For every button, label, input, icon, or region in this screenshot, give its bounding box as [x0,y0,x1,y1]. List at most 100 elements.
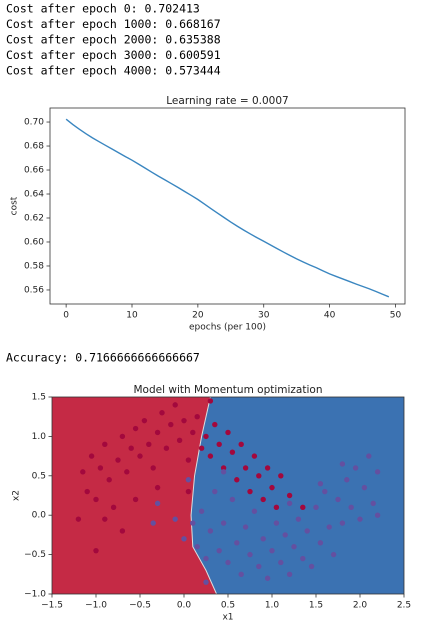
point [260,536,266,542]
point [154,500,161,507]
point [115,457,121,463]
point [185,457,192,463]
y-axis-label: x2 [12,490,22,501]
x-tick-label: 0.0 [177,601,192,611]
point [128,445,134,451]
point [181,536,187,542]
point [102,441,108,447]
point [238,441,244,447]
point [286,500,293,507]
x-tick-label: 10 [126,311,138,321]
point [317,480,324,487]
point [247,551,253,558]
axes-frame [49,107,406,305]
point [339,520,346,526]
x-tick-label: 0.5 [221,601,235,611]
point [172,402,178,408]
point [207,528,214,534]
point [198,445,205,451]
point [207,453,214,459]
point [238,571,244,577]
point [286,492,293,499]
point [273,504,280,511]
x-tick-label: −0.5 [129,601,151,611]
y-tick-label: 1.0 [32,432,47,442]
x-tick-label: 0 [63,311,69,321]
point [278,473,284,479]
y-tick-label: 0.64 [24,190,44,200]
point [150,520,156,526]
point [159,410,165,416]
y-tick-label: 0.68 [24,142,44,152]
point [97,465,104,471]
point [308,563,315,570]
point [286,571,293,577]
point [176,437,183,444]
y-tick-label: −0.5 [24,550,46,560]
point [366,453,372,459]
point [203,555,209,562]
point [300,555,306,562]
point [242,524,249,530]
y-tick-label: −1.0 [24,590,46,600]
x-tick-label: 40 [324,311,336,321]
point [234,477,240,483]
point [141,417,148,424]
point [264,465,271,471]
output-line: Cost after epoch 3000: 0.600591 [6,48,221,62]
point [242,465,249,471]
point [220,469,227,475]
point [295,516,302,522]
point [352,465,359,471]
point [163,445,170,451]
y-tick-label: 0.56 [24,285,44,295]
point [317,540,324,546]
point [216,441,222,447]
x-tick-label: 20 [192,311,204,321]
output-line: Cost after epoch 4000: 0.573444 [6,64,221,78]
point [146,441,152,447]
output-line: Cost after epoch 0: 0.702413 [6,2,200,16]
y-tick-label: 0.0 [32,511,47,521]
point [88,453,95,459]
point [194,414,200,420]
point [132,496,139,503]
point [374,512,381,518]
point [357,516,363,522]
point [335,496,341,503]
point [172,516,178,522]
point [339,461,346,467]
point [75,516,82,522]
point [370,500,376,507]
chart-title: Learning rate = 0.0007 [166,95,288,107]
point [251,508,258,514]
point [212,488,218,495]
x-tick-label: −1.0 [85,601,107,611]
point [251,453,258,459]
point [330,551,337,558]
y-axis-label: cost [10,196,20,215]
region-right [191,397,404,594]
point [229,496,236,503]
point [260,496,266,503]
point [198,508,205,514]
point [110,504,117,511]
point [225,429,231,436]
y-tick-label: 0.70 [24,118,44,128]
point [313,504,319,511]
point [225,559,231,566]
chart: Model with Momentum optimization−1.5 −1.0… [12,384,412,623]
point [278,559,284,566]
x-tick-label: 2.0 [353,601,368,611]
point [203,433,209,440]
point [269,547,275,554]
point [181,417,187,424]
point [220,520,227,526]
line [65,118,390,298]
point [234,540,240,546]
y-tick-label: 0.5 [32,471,46,481]
point [300,504,306,511]
x-tick-label: 30 [258,311,270,321]
chart-title: Model with Momentum optimization [134,384,323,396]
